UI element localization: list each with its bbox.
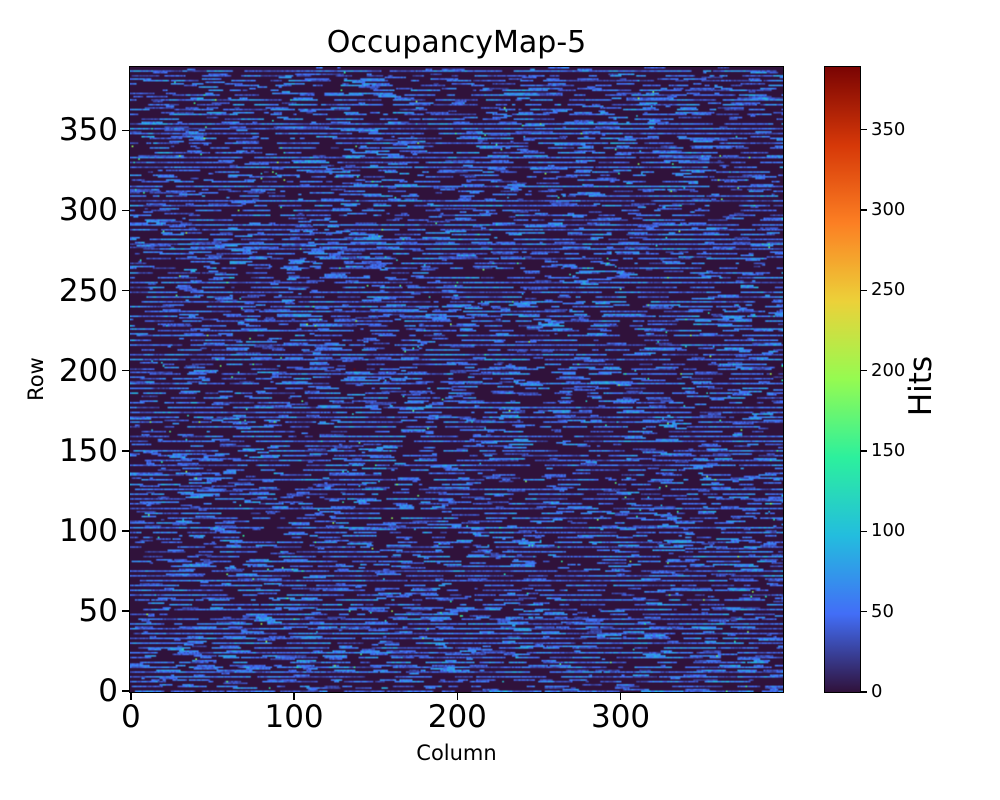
x-tick-mark xyxy=(456,693,459,700)
colorbar-tick-mark xyxy=(861,128,867,131)
colorbar-tick-mark xyxy=(861,369,867,372)
colorbar xyxy=(824,66,861,693)
colorbar-tick-mark xyxy=(861,209,867,211)
colorbar-tick-label: 250 xyxy=(871,279,906,301)
colorbar-tick-mark xyxy=(861,289,867,292)
colorbar-tick-mark xyxy=(861,691,867,693)
colorbar-tick-mark xyxy=(861,610,867,613)
colorbar-tick-label: 200 xyxy=(871,359,906,381)
x-axis-label: Column xyxy=(416,741,497,765)
colorbar-tick-mark xyxy=(861,450,867,452)
y-tick-label: 0 xyxy=(98,673,118,710)
y-tick-mark xyxy=(122,209,129,212)
y-tick-mark xyxy=(122,289,129,292)
x-tick-mark xyxy=(619,693,622,700)
y-tick-label: 50 xyxy=(78,593,118,630)
y-tick-mark xyxy=(122,610,129,612)
heatmap-canvas xyxy=(130,67,783,692)
y-tick-mark xyxy=(122,530,129,532)
heatmap-plot-area xyxy=(129,66,784,693)
y-tick-mark xyxy=(122,369,129,372)
colorbar-tick-label: 50 xyxy=(871,600,894,622)
y-tick-label: 200 xyxy=(58,352,118,389)
x-tick-label: 0 xyxy=(120,699,141,735)
y-tick-mark xyxy=(122,690,129,692)
colorbar-tick-label: 0 xyxy=(871,681,883,702)
y-tick-mark xyxy=(122,129,129,132)
y-tick-label: 250 xyxy=(58,272,118,309)
x-tick-label: 300 xyxy=(590,699,651,735)
colorbar-tick-label: 300 xyxy=(871,198,906,220)
colorbar-label: Hits xyxy=(903,355,939,417)
colorbar-tick-label: 150 xyxy=(871,439,906,461)
chart-title: OccupancyMap-5 xyxy=(326,25,587,60)
x-tick-mark xyxy=(130,693,132,700)
y-tick-label: 150 xyxy=(58,432,118,469)
y-tick-label: 100 xyxy=(58,512,118,549)
y-tick-mark xyxy=(122,450,129,452)
colorbar-tick-label: 100 xyxy=(871,520,906,542)
y-tick-label: 350 xyxy=(58,112,118,149)
y-axis-label: Row xyxy=(24,357,48,401)
x-tick-label: 200 xyxy=(427,699,487,735)
colorbar-tick-label: 350 xyxy=(871,118,906,140)
x-tick-label: 100 xyxy=(264,699,324,735)
colorbar-tick-mark xyxy=(861,530,867,533)
x-tick-mark xyxy=(293,693,295,700)
y-tick-label: 300 xyxy=(58,192,118,229)
